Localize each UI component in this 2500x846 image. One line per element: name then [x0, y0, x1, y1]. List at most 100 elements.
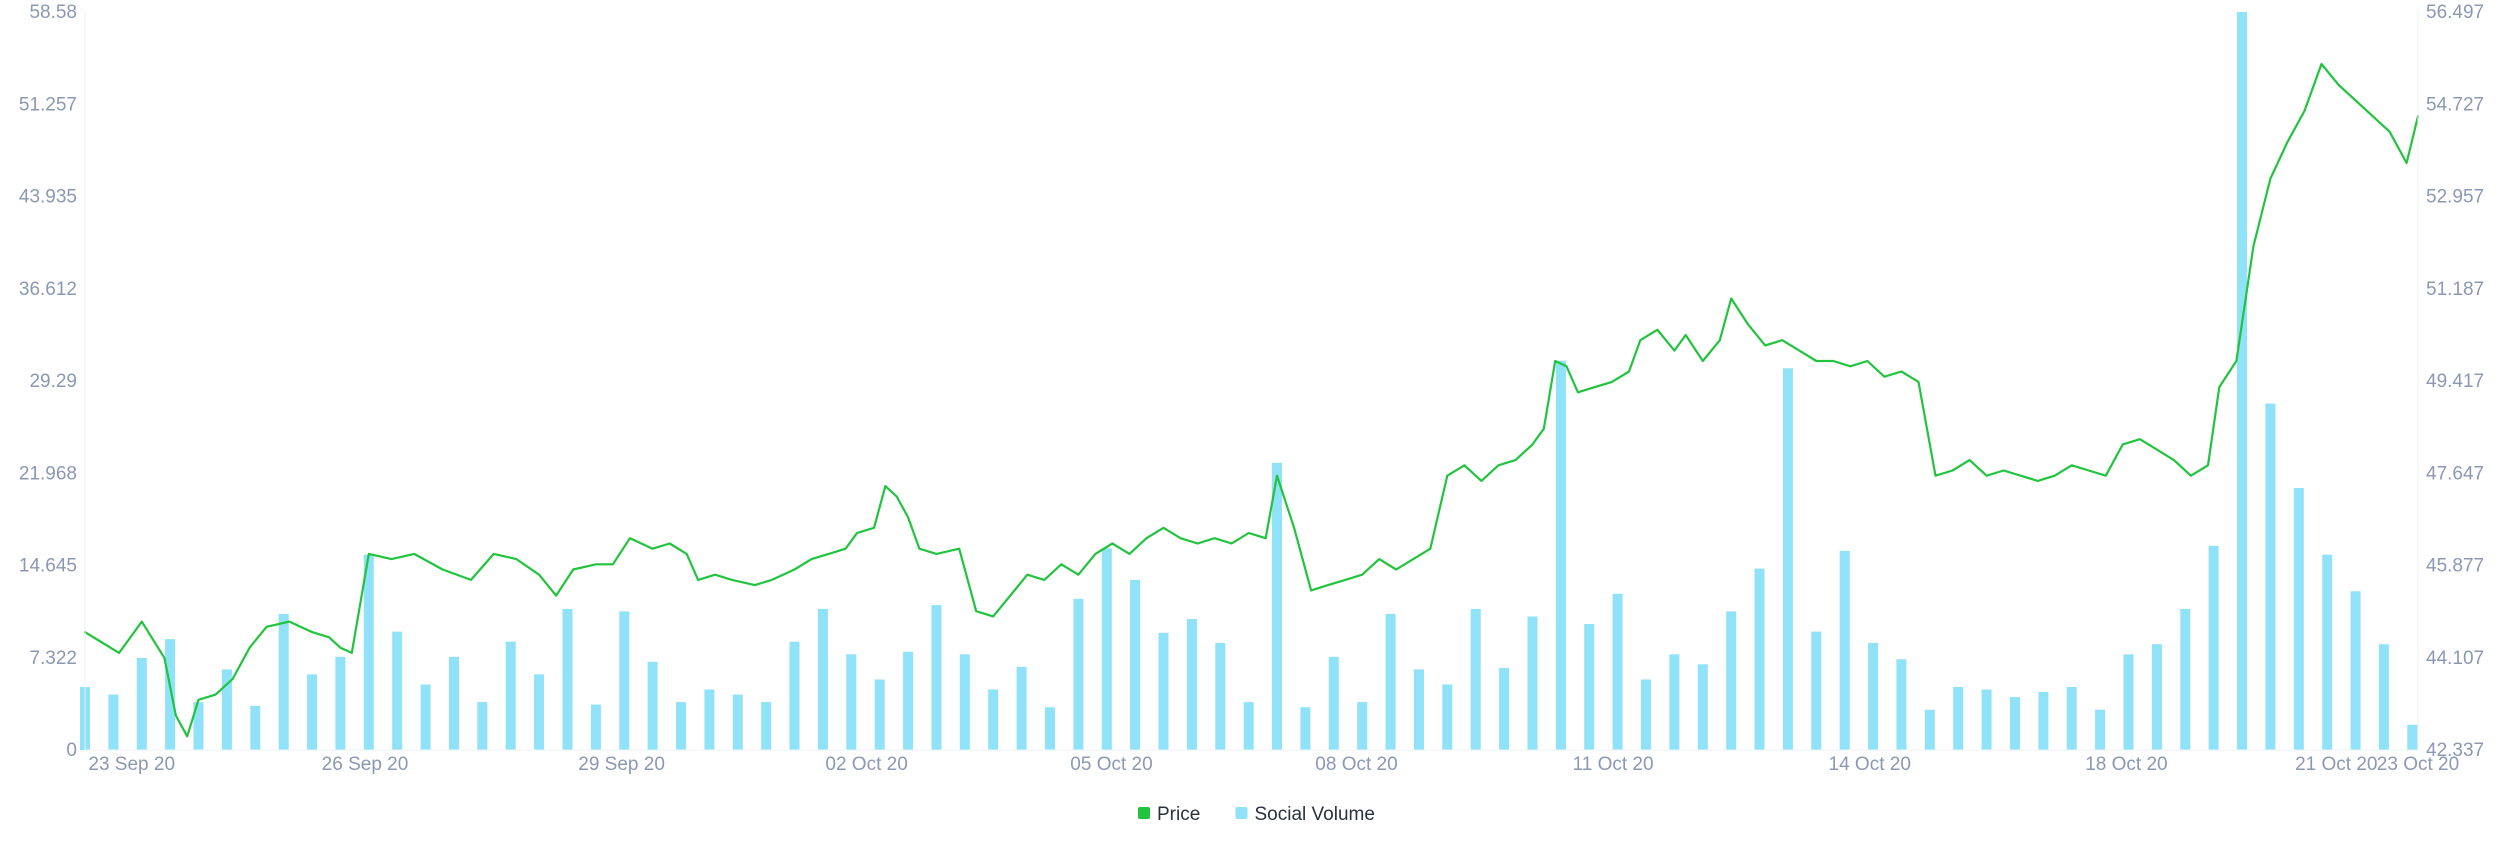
social-volume-bar: [1045, 707, 1055, 750]
legend-swatch: [1138, 807, 1150, 819]
social-volume-bar: [1243, 702, 1254, 750]
social-volume-bar: [1924, 709, 1935, 750]
left-axis-tick-label: 29.29: [29, 371, 77, 392]
x-axis-tick-label: 23 Oct 20: [2377, 754, 2459, 775]
social-volume-bar: [1726, 611, 1737, 750]
left-axis-tick-label: 0: [66, 740, 77, 761]
social-volume-bar: [2293, 488, 2304, 750]
x-axis-tick-label: 02 Oct 20: [825, 754, 907, 775]
social-volume-bar: [2095, 709, 2106, 750]
x-axis-tick-label: 26 Sep 20: [322, 754, 409, 775]
social-volume-bar: [1868, 642, 1879, 750]
social-volume-bar: [2151, 644, 2162, 750]
x-axis-tick-label: 11 Oct 20: [1573, 754, 1654, 775]
social-volume-bar: [108, 694, 119, 750]
right-axis-tick-label: 42.337: [2426, 740, 2484, 761]
social-volume-bar: [1073, 598, 1084, 750]
social-volume-bar: [647, 661, 658, 750]
social-volume-bar: [789, 641, 800, 750]
social-volume-bar: [1641, 679, 1651, 750]
right-axis-ticks: 42.337 44.107 45.877 47.647 49.417 51.187 52.9…: [2426, 2, 2484, 761]
social-volume-bar: [1697, 664, 1708, 750]
social-volume-bar: [307, 674, 318, 750]
social-volume-bar: [505, 641, 516, 750]
social-volume-bar: [1555, 360, 1566, 750]
social-volume-bar: [136, 658, 147, 750]
social-volume-bar: [392, 631, 403, 750]
social-volume-bar: [477, 702, 488, 750]
social-volume-bar: [1754, 568, 1765, 750]
legend[interactable]: Price Social Volume: [1138, 804, 1375, 825]
right-axis-tick-label: 54.727: [2426, 94, 2484, 115]
social-volume-bar: [250, 705, 261, 750]
left-axis-tick-label: 58.58: [29, 2, 77, 23]
social-volume-bar: [1839, 550, 1850, 750]
right-axis-tick-label: 44.107: [2426, 648, 2484, 669]
left-axis-tick-label: 36.612: [19, 279, 77, 300]
social-volume-bar: [1158, 632, 1169, 750]
social-volume-bar: [1357, 702, 1368, 750]
x-axis-tick-label: 18 Oct 20: [2085, 754, 2167, 775]
social-volume-bar: [1612, 593, 1623, 750]
social-volume-bar: [420, 684, 431, 750]
social-volume-bar: [988, 689, 999, 750]
left-axis-tick-label: 21.968: [19, 463, 77, 484]
social-volume-bar: [959, 654, 970, 750]
x-axis-tick-label: 08 Oct 20: [1315, 754, 1397, 775]
left-axis-tick-label: 7.322: [29, 648, 77, 669]
social-volume-bar: [534, 674, 545, 750]
social-volume-bars: [80, 12, 2418, 750]
social-volume-bar: [2265, 403, 2276, 750]
right-axis-tick-label: 52.957: [2426, 187, 2484, 208]
legend-item-price[interactable]: Price: [1138, 804, 1200, 825]
social-volume-bar: [1300, 707, 1311, 750]
price-series-line: [83, 62, 2420, 738]
legend-swatch: [1235, 807, 1248, 819]
social-volume-bar: [278, 613, 289, 750]
social-volume-bar: [903, 651, 914, 750]
social-volume-bar: [1811, 631, 1822, 750]
legend-item-social-volume[interactable]: Social Volume: [1235, 804, 1375, 825]
social-volume-bar: [449, 656, 459, 750]
social-volume-bar: [1782, 368, 1793, 750]
social-volume-bar: [1470, 608, 1481, 750]
right-axis-tick-label: 56.497: [2426, 2, 2484, 23]
legend-label: Social Volume: [1255, 804, 1375, 825]
social-volume-bar: [704, 689, 715, 750]
social-volume-bar: [221, 669, 232, 750]
social-volume-bar: [817, 608, 828, 750]
social-volume-bar: [2407, 724, 2418, 750]
social-volume-bar: [590, 704, 601, 750]
social-volume-bar: [676, 702, 686, 750]
social-volume-bar: [2237, 12, 2247, 750]
social-volume-bar: [1584, 624, 1595, 750]
social-volume-bar: [1016, 666, 1027, 750]
social-volume-bar: [2208, 545, 2219, 750]
right-axis-tick-label: 49.417: [2426, 371, 2484, 392]
social-volume-bar: [562, 608, 573, 750]
left-axis-tick-label: 51.257: [19, 94, 77, 115]
social-volume-bar: [1442, 684, 1453, 750]
social-volume-bar: [335, 656, 346, 750]
social-volume-bar: [2350, 591, 2361, 750]
legend-label: Price: [1157, 804, 1200, 825]
social-volume-bar: [1272, 462, 1282, 750]
social-volume-bar: [1328, 656, 1339, 750]
x-axis-tick-label: 14 Oct 20: [1829, 754, 1911, 775]
right-axis-tick-label: 51.187: [2426, 279, 2484, 300]
social-volume-bar: [619, 611, 630, 750]
right-axis-tick-label: 47.647: [2426, 463, 2484, 484]
social-volume-bar: [2180, 608, 2191, 750]
left-axis-tick-label: 14.645: [19, 556, 77, 577]
social-volume-bar: [1414, 669, 1424, 750]
social-volume-bar: [1527, 616, 1538, 750]
social-volume-bar: [1215, 642, 1226, 750]
social-volume-bar: [1101, 548, 1112, 750]
left-axis-tick-label: 43.935: [19, 187, 77, 208]
social-volume-bar: [193, 702, 204, 750]
social-volume-bar: [2066, 687, 2077, 750]
social-volume-bar: [2378, 644, 2389, 750]
social-volume-bar: [1981, 689, 1992, 750]
social-volume-bar: [1385, 613, 1396, 750]
